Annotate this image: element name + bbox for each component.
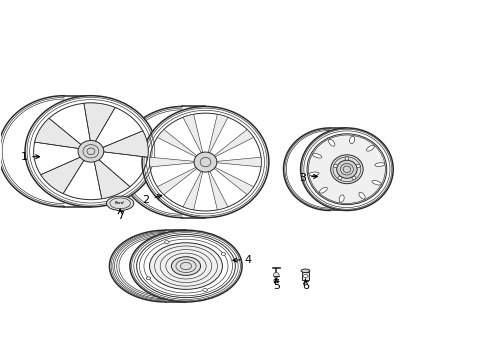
Text: 7: 7 [116,211,123,221]
Polygon shape [84,103,115,143]
Ellipse shape [306,134,386,205]
Polygon shape [157,166,199,195]
Polygon shape [157,130,199,158]
Polygon shape [94,158,130,199]
Ellipse shape [308,172,318,176]
Text: 3: 3 [299,173,306,183]
Polygon shape [100,131,148,157]
Ellipse shape [146,277,150,280]
Ellipse shape [358,192,365,199]
Ellipse shape [351,176,355,180]
Text: 5: 5 [272,281,279,291]
Polygon shape [149,157,198,167]
Text: 2: 2 [142,195,149,205]
Ellipse shape [374,163,384,166]
Ellipse shape [149,243,222,289]
Ellipse shape [330,155,363,184]
Ellipse shape [142,107,268,218]
Polygon shape [213,157,261,167]
Ellipse shape [194,152,217,172]
Ellipse shape [221,252,225,255]
Polygon shape [41,156,85,194]
Polygon shape [207,168,227,210]
Text: 6: 6 [301,281,308,291]
Ellipse shape [171,257,200,275]
Ellipse shape [336,160,356,178]
Polygon shape [207,114,227,156]
Ellipse shape [273,273,279,278]
Ellipse shape [25,96,157,207]
Text: Ford: Ford [115,201,125,205]
Polygon shape [211,130,253,158]
Text: 4: 4 [244,255,251,265]
Ellipse shape [203,289,207,292]
Polygon shape [35,118,83,149]
Ellipse shape [371,180,381,185]
Ellipse shape [333,164,337,167]
Ellipse shape [319,187,326,193]
Ellipse shape [345,157,348,160]
Ellipse shape [302,275,307,277]
Polygon shape [183,114,203,156]
FancyBboxPatch shape [301,272,309,280]
Ellipse shape [273,279,278,283]
Ellipse shape [339,195,344,202]
Ellipse shape [337,176,341,180]
Ellipse shape [312,153,321,158]
Ellipse shape [356,164,360,167]
Ellipse shape [78,140,103,162]
Text: 1: 1 [20,152,27,162]
Ellipse shape [300,128,392,211]
Ellipse shape [106,196,134,211]
Ellipse shape [164,241,169,243]
Ellipse shape [366,145,374,151]
Polygon shape [183,168,203,210]
Ellipse shape [130,230,242,302]
Polygon shape [211,166,253,195]
Ellipse shape [301,269,309,273]
Ellipse shape [349,136,354,144]
Ellipse shape [328,139,334,146]
